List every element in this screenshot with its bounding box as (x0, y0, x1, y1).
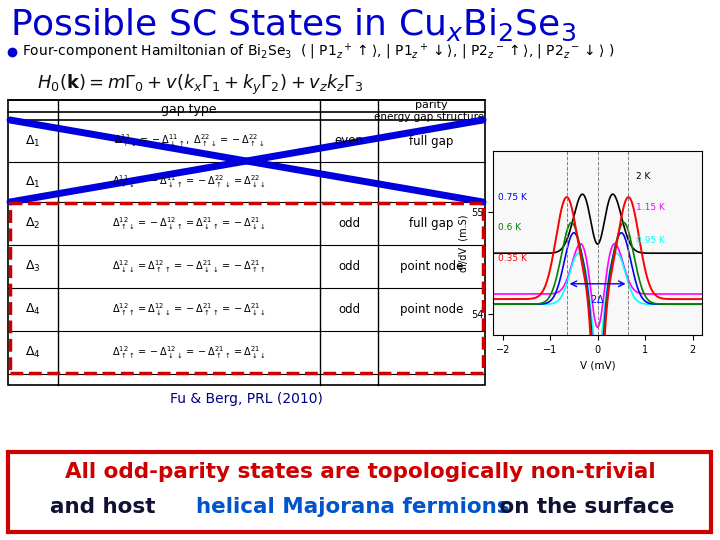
Text: 0.75 K: 0.75 K (498, 193, 527, 201)
Text: $\Delta_4$: $\Delta_4$ (25, 302, 41, 317)
Text: full gap: full gap (409, 217, 454, 230)
Text: point node: point node (400, 303, 463, 316)
Text: $H_0(\mathbf{k}) = m\Gamma_0 + v(k_x\Gamma_1 + k_y\Gamma_2) + v_z k_z \Gamma_3$: $H_0(\mathbf{k}) = m\Gamma_0 + v(k_x\Gam… (37, 73, 363, 97)
Text: and host: and host (50, 497, 163, 517)
Text: 0.95 K: 0.95 K (636, 237, 665, 246)
Text: Four-component Hamiltonian of Bi$_2$Se$_3$  ( | P1$_z$$^+$$\uparrow\rangle$, | P: Four-component Hamiltonian of Bi$_2$Se$_… (22, 42, 614, 62)
Text: $\Delta^{12}_{\downarrow\downarrow}=\Delta^{12}_{\uparrow\uparrow}=-\Delta^{21}_: $\Delta^{12}_{\downarrow\downarrow}=\Del… (112, 259, 266, 274)
Text: $\Delta^{11}_{\uparrow\downarrow}=-\Delta^{11}_{\downarrow\uparrow}=-\Delta^{22}: $\Delta^{11}_{\uparrow\downarrow}=-\Delt… (112, 174, 266, 190)
Bar (8, 100, 485, 385)
Text: $\Delta_1$: $\Delta_1$ (25, 174, 41, 190)
Text: $\Delta_1$: $\Delta_1$ (25, 133, 41, 148)
Text: $\Delta^{12}_{\uparrow\uparrow}=-\Delta^{12}_{\downarrow\downarrow}=-\Delta^{21}: $\Delta^{12}_{\uparrow\uparrow}=-\Delta^… (112, 345, 266, 361)
Text: 1.15 K: 1.15 K (636, 203, 665, 212)
Text: point node: point node (400, 260, 463, 273)
Bar (10, 203, 483, 373)
Text: Fu & Berg, PRL (2010): Fu & Berg, PRL (2010) (170, 392, 323, 406)
Text: $al.$, PRL (2011): $al.$, PRL (2011) (503, 172, 598, 187)
Text: odd: odd (338, 260, 360, 273)
Text: $\Delta_3$: $\Delta_3$ (25, 259, 41, 274)
Text: $\Delta^{12}_{\uparrow\uparrow}=\Delta^{12}_{\downarrow\downarrow}=-\Delta^{21}_: $\Delta^{12}_{\uparrow\uparrow}=\Delta^{… (112, 301, 266, 318)
Text: $\Delta_4$: $\Delta_4$ (25, 345, 41, 360)
Text: All odd-parity states are topologically non-trivial: All odd-parity states are topologically … (65, 462, 655, 482)
Text: Sasaki, Ando $et$: Sasaki, Ando $et$ (503, 158, 603, 172)
Text: $2\Delta$: $2\Delta$ (590, 293, 605, 305)
Text: odd: odd (338, 217, 360, 230)
Text: gap type: gap type (161, 104, 217, 117)
Text: 0.35 K: 0.35 K (498, 254, 527, 263)
Text: 0.6 K: 0.6 K (498, 223, 521, 232)
Y-axis label: dI/dV  (m.S): dI/dV (m.S) (458, 214, 468, 272)
Text: even: even (335, 134, 364, 147)
Text: full gap: full gap (409, 134, 454, 147)
Text: odd: odd (338, 303, 360, 316)
Text: $\Delta^{11}_{\uparrow\downarrow}=-\Delta^{11}_{\downarrow\uparrow},\ \Delta^{22: $\Delta^{11}_{\uparrow\downarrow}=-\Delt… (114, 133, 264, 149)
X-axis label: V (mV): V (mV) (580, 360, 616, 370)
Text: Possible SC States in Cu$_x$Bi$_2$Se$_3$: Possible SC States in Cu$_x$Bi$_2$Se$_3$ (10, 7, 577, 43)
Text: parity: parity (415, 100, 448, 110)
Text: $\Delta_2$: $\Delta_2$ (25, 216, 40, 231)
Text: helical Majorana fermions: helical Majorana fermions (196, 497, 510, 517)
Text: $\Delta^{12}_{\uparrow\downarrow}=-\Delta^{12}_{\downarrow\uparrow}=\Delta^{21}_: $\Delta^{12}_{\uparrow\downarrow}=-\Delt… (112, 215, 266, 232)
Text: on the surface: on the surface (492, 497, 675, 517)
Bar (8, 452, 711, 532)
Text: 2 K: 2 K (636, 172, 650, 181)
Text: energy gap structure: energy gap structure (374, 112, 485, 122)
